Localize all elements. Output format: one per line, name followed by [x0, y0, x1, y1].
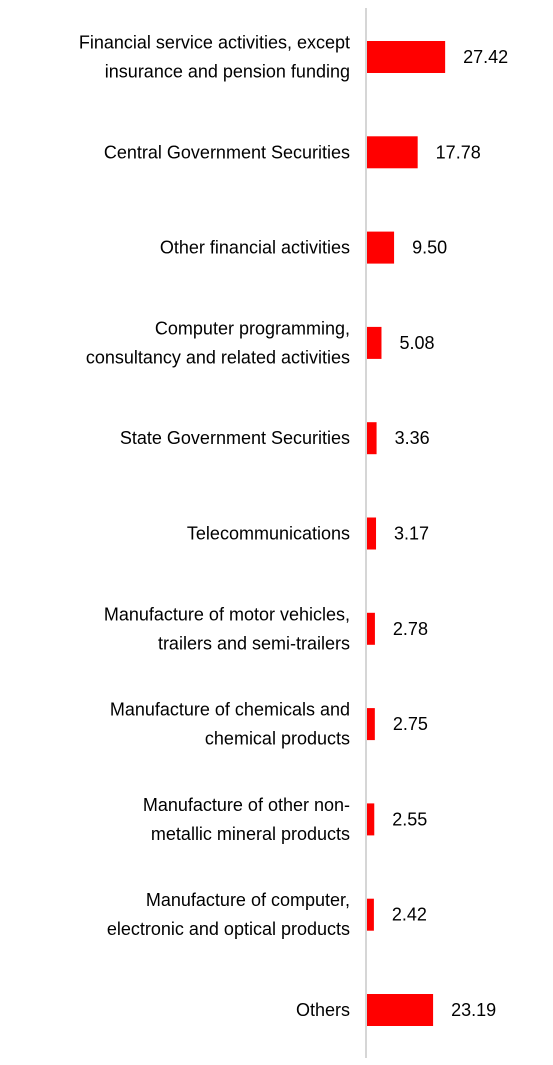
- value-label: 17.78: [436, 142, 481, 162]
- category-label: Other financial activities: [160, 238, 350, 258]
- category-label: Computer programming,: [155, 318, 350, 338]
- value-label: 3.36: [395, 428, 430, 448]
- value-label: 2.55: [392, 809, 427, 829]
- category-label: Financial service activities, except: [79, 33, 350, 53]
- bar: [367, 326, 382, 359]
- bar: [367, 898, 374, 931]
- value-label: 9.50: [412, 238, 447, 258]
- category-labels-group: Financial service activities, except insu…: [79, 33, 350, 1021]
- bar: [367, 612, 375, 645]
- category-label: Manufacture of motor vehicles,: [104, 604, 350, 624]
- category-label: Others: [296, 1000, 350, 1020]
- value-label: 27.42: [463, 47, 508, 67]
- category-label: trailers and semi-trailers: [158, 633, 350, 653]
- category-label: electronic and optical products: [107, 919, 350, 939]
- bar: [367, 517, 377, 550]
- category-label: Telecommunications: [187, 524, 350, 544]
- value-label: 2.75: [393, 714, 428, 734]
- value-label: 3.17: [394, 524, 429, 544]
- bar: [367, 136, 418, 169]
- category-label: Manufacture of chemicals and: [110, 700, 350, 720]
- bar: [367, 803, 375, 836]
- bar: [367, 41, 446, 73]
- category-label: Central Government Securities: [104, 142, 350, 162]
- value-label: 5.08: [399, 333, 434, 353]
- value-label: 2.78: [393, 619, 428, 639]
- category-label: chemical products: [205, 729, 350, 749]
- value-label: 2.42: [392, 905, 427, 925]
- value-labels-group: 27.42 17.78 9.50 5.08 3.36 3.17 2.78 2.75 2.55 2.…: [392, 47, 508, 1020]
- category-label: State Government Securities: [120, 428, 350, 448]
- bars-group: [367, 41, 446, 1026]
- value-label: 23.19: [451, 1000, 496, 1020]
- bar: [367, 994, 434, 1026]
- bar: [367, 708, 375, 741]
- category-label: consultancy and related activities: [86, 347, 350, 367]
- category-label: Manufacture of other non-: [143, 795, 350, 815]
- bar: [367, 231, 395, 264]
- bar: [367, 422, 377, 455]
- category-label: insurance and pension funding: [105, 62, 350, 82]
- category-label: metallic mineral products: [151, 824, 350, 844]
- category-label: Manufacture of computer,: [146, 890, 350, 910]
